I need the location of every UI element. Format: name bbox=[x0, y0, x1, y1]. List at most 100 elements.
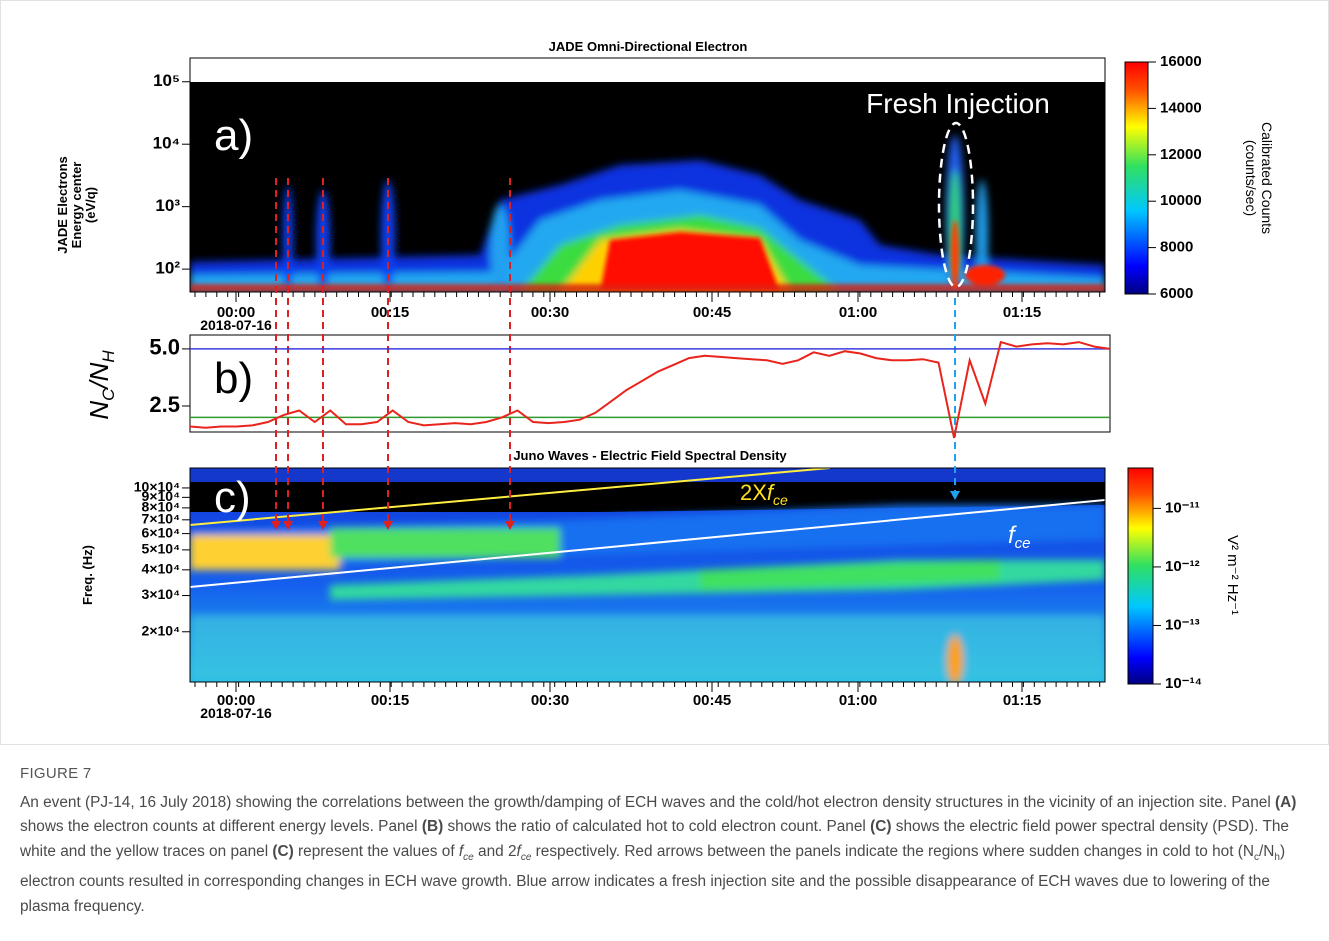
red-arrowheads bbox=[271, 521, 515, 530]
caption-run: ce bbox=[463, 851, 474, 863]
caption-run: An event (PJ-14, 16 July 2018) showing t… bbox=[20, 793, 1276, 811]
panel-label: a) bbox=[214, 111, 253, 160]
x-tick-label: 00:00 bbox=[217, 692, 255, 709]
y-tick-label: 2.5 bbox=[149, 392, 180, 417]
x-tick-label: 00:45 bbox=[693, 304, 731, 321]
annotation-part: f bbox=[1008, 522, 1017, 549]
y-tick-label: 9×10⁴ bbox=[142, 488, 181, 504]
annotation-sub: ce bbox=[773, 492, 788, 508]
caption-run: shows the electric field power spectral … bbox=[20, 818, 1289, 860]
red-arrows bbox=[275, 178, 511, 522]
caption-run: (B) bbox=[421, 818, 444, 836]
y-label-sub: H bbox=[99, 350, 118, 363]
colorbar bbox=[1124, 61, 1149, 295]
caption-run: (C) bbox=[272, 842, 294, 860]
spectrogram-c bbox=[190, 468, 1105, 682]
y-label-part: N bbox=[84, 401, 114, 420]
x-date-label: 2018-07-16 bbox=[200, 705, 272, 721]
y-label-line: Energy center bbox=[69, 162, 84, 249]
x-date-label: 2018-07-16 bbox=[200, 317, 272, 333]
colorbar-label: Calibrated Counts (counts/sec) bbox=[1243, 122, 1275, 234]
caption-run: c bbox=[1254, 851, 1260, 863]
y-tick-label: 10×10⁴ bbox=[134, 479, 180, 495]
annotation-part: f bbox=[767, 480, 776, 505]
y-tick-label: 10³ bbox=[155, 196, 180, 215]
caption-run: (C) bbox=[870, 818, 892, 836]
blue-arrowhead bbox=[950, 491, 960, 500]
colorbar-tick-label: 16000 bbox=[1160, 53, 1202, 70]
axes-frame-b bbox=[189, 334, 1111, 433]
y-label-line: (eV/q) bbox=[83, 187, 98, 223]
x-tick-label: 01:00 bbox=[839, 304, 877, 321]
colorbar-label-line: Calibrated Counts bbox=[1259, 122, 1275, 234]
annotation: fce bbox=[1008, 522, 1031, 552]
spectrogram-a bbox=[190, 58, 1105, 292]
x-tick-label: 00:15 bbox=[371, 692, 409, 709]
colorbar-tick-label: 10⁻¹¹ bbox=[1165, 499, 1200, 516]
y-label-sub: C bbox=[99, 388, 118, 401]
caption-run: h bbox=[1274, 851, 1280, 863]
x-tick-label: 00:30 bbox=[531, 692, 569, 709]
annotation-part: 2X bbox=[740, 480, 767, 505]
ratio-line bbox=[189, 340, 1111, 439]
caption-run: represent the values of bbox=[293, 842, 459, 860]
x-tick-label: 01:00 bbox=[839, 692, 877, 709]
panel-label: c) bbox=[214, 473, 251, 522]
y-label: NC/NH bbox=[84, 350, 118, 420]
x-tick-label: 00:30 bbox=[531, 304, 569, 321]
caption-run: (A) bbox=[1275, 793, 1297, 811]
colorbar-label-line: (counts/sec) bbox=[1243, 140, 1259, 216]
caption-run: ce bbox=[520, 851, 532, 863]
caption-run: ) electron counts resulted in correspond… bbox=[20, 842, 1286, 916]
y-tick-label: 3×10⁴ bbox=[142, 586, 181, 602]
caption-run: f bbox=[516, 842, 521, 860]
axes-frame-c bbox=[189, 467, 1106, 683]
x-tick-label: 00:45 bbox=[693, 692, 731, 709]
colorbar-tick-label: 12000 bbox=[1160, 146, 1202, 163]
colorbar-tick-label: 6000 bbox=[1160, 285, 1193, 302]
annotation-sub: ce bbox=[1015, 535, 1031, 552]
x-tick-label: 01:15 bbox=[1003, 692, 1041, 709]
caption-run: f bbox=[458, 842, 464, 860]
caption-run: /N bbox=[1259, 842, 1275, 860]
caption-run: and 2 bbox=[473, 842, 517, 860]
y-label-part: /N bbox=[84, 362, 114, 390]
caption: FIGURE 7 An event (PJ-14, 16 July 2018) … bbox=[20, 762, 1315, 920]
colorbar-tick-label: 10⁻¹² bbox=[1165, 558, 1200, 575]
caption-run: respectively. Red arrows between the pan… bbox=[531, 842, 1255, 860]
x-tick-label: 01:15 bbox=[1003, 304, 1041, 321]
colorbar-label: V² m⁻² Hz⁻¹ bbox=[1224, 535, 1241, 615]
figure: JADE Omni-Directional Electron a) Fresh … bbox=[0, 0, 1329, 745]
colorbar-tick-label: 10000 bbox=[1160, 192, 1202, 209]
axes-frame-a bbox=[189, 57, 1106, 293]
panel-title: Juno Waves - Electric Field Spectral Den… bbox=[513, 448, 787, 463]
caption-label: FIGURE 7 bbox=[20, 765, 92, 782]
caption-run: shows the electron counts at different e… bbox=[20, 818, 422, 836]
y-tick-label: 7×10⁴ bbox=[142, 511, 181, 527]
colorbar bbox=[1127, 467, 1154, 685]
colorbar-tick-label: 10⁻¹³ bbox=[1165, 616, 1200, 633]
y-tick-label: 6×10⁴ bbox=[142, 524, 181, 540]
y-label: JADE Electrons Energy center (eV/q) bbox=[55, 156, 98, 254]
x-tick-label: 00:00 bbox=[217, 304, 255, 321]
y-label: Freq. (Hz) bbox=[80, 545, 95, 605]
y-tick-label: 10⁴ bbox=[153, 134, 180, 153]
y-tick-label: 5.0 bbox=[149, 335, 180, 360]
panel-label: b) bbox=[214, 354, 253, 403]
caption-run: shows the ratio of calculated hot to col… bbox=[443, 818, 871, 836]
colorbar-tick-label: 8000 bbox=[1160, 239, 1193, 256]
y-tick-label: 10⁵ bbox=[153, 71, 180, 90]
colorbar-tick-label: 10⁻¹⁴ bbox=[1165, 675, 1202, 692]
x-tick-label: 00:15 bbox=[371, 304, 409, 321]
y-tick-label: 10² bbox=[155, 259, 180, 278]
y-tick-label: 5×10⁴ bbox=[142, 541, 181, 557]
panel-title: JADE Omni-Directional Electron bbox=[549, 39, 748, 54]
annotation: 2Xfce bbox=[740, 480, 788, 508]
y-label-line: JADE Electrons bbox=[55, 156, 70, 254]
colorbar-tick-label: 14000 bbox=[1160, 99, 1202, 116]
annotation: Fresh Injection bbox=[866, 88, 1050, 119]
y-tick-label: 8×10⁴ bbox=[142, 499, 181, 515]
caption-text: An event (PJ-14, 16 July 2018) showing t… bbox=[20, 794, 1296, 915]
y-tick-label: 4×10⁴ bbox=[142, 561, 181, 577]
